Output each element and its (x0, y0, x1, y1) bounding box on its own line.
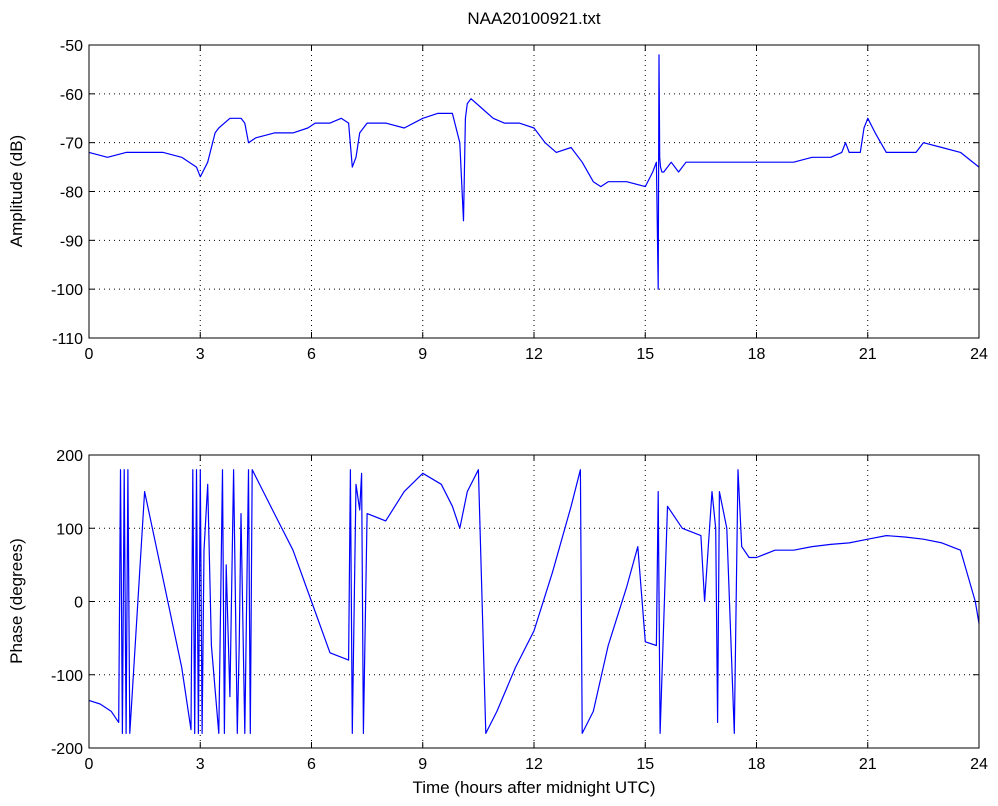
y-tick-label: -70 (60, 136, 83, 153)
x-tick-label: 9 (418, 346, 427, 363)
y-tick-label: -100 (51, 668, 83, 685)
y-tick-label: -50 (60, 38, 83, 55)
x-tick-label: 6 (307, 756, 316, 773)
y-tick-label: 100 (56, 521, 83, 538)
x-tick-label: 3 (196, 346, 205, 363)
x-tick-label: 15 (636, 346, 654, 363)
y-tick-label: 200 (56, 448, 83, 465)
y-tick-label: -80 (60, 185, 83, 202)
series-line (88, 469, 980, 735)
x-tick-label: 0 (85, 346, 94, 363)
y-axis-label: Phase (degrees) (7, 538, 26, 664)
x-axis-label: Time (hours after midnight UTC) (412, 778, 655, 797)
y-tick-label: 0 (74, 595, 83, 612)
y-tick-label: -200 (51, 741, 83, 758)
x-tick-label: 18 (748, 756, 766, 773)
x-tick-label: 21 (859, 346, 877, 363)
x-tick-label: 21 (859, 756, 877, 773)
x-tick-label: 6 (307, 346, 316, 363)
x-tick-label: 3 (196, 756, 205, 773)
plot-frame (88, 454, 980, 749)
x-tick-label: 24 (970, 756, 988, 773)
y-axis-label: Amplitude (dB) (7, 135, 26, 247)
y-tick-label: -60 (60, 87, 83, 104)
x-tick-label: 18 (748, 346, 766, 363)
phase-panel: 0 3 6 9 12 15 18 21 24 -200 -100 0 100 200 Phase (degr… (7, 448, 988, 797)
y-tick-label: -90 (60, 233, 83, 250)
amplitude-panel: 0 3 6 9 12 15 18 21 24 -110 -100 -90 -80 -70 -60 -50 Amp… (7, 38, 988, 363)
series-line (88, 54, 980, 290)
plot-frame (88, 44, 980, 339)
y-tick-label: -100 (51, 282, 83, 299)
y-tick-label: -110 (52, 331, 83, 348)
chart-title: NAA20100921.txt (467, 9, 601, 28)
x-tick-label: 24 (970, 346, 988, 363)
x-tick-label: 0 (85, 756, 94, 773)
x-tick-label: 12 (525, 346, 543, 363)
x-tick-label: 15 (636, 756, 654, 773)
x-tick-label: 12 (525, 756, 543, 773)
x-tick-label: 9 (418, 756, 427, 773)
